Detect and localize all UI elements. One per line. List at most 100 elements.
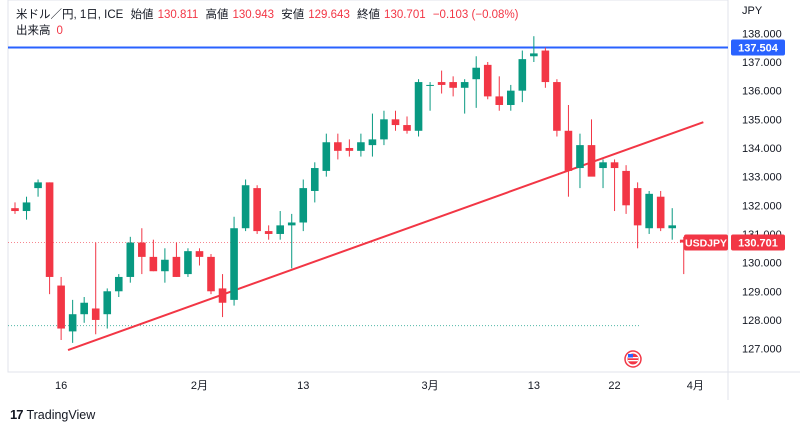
candle-body <box>414 82 423 131</box>
candle-body <box>207 256 215 292</box>
candles <box>11 36 688 343</box>
low-label: 安値 <box>281 9 305 21</box>
candle-body <box>138 242 146 257</box>
candle-body <box>276 225 284 234</box>
candle-body <box>564 130 573 171</box>
close-value: 130.701 <box>384 9 426 21</box>
candle-body <box>472 67 480 80</box>
candle-body <box>22 202 31 212</box>
candle-body <box>322 142 331 171</box>
candle-body <box>126 242 135 277</box>
change-value: −0.103 (−0.08%) <box>432 9 519 21</box>
trendline <box>67 121 704 351</box>
candle-body <box>80 302 88 315</box>
volume-label: 出来高 <box>16 25 51 37</box>
x-tick-label: 3月 <box>422 380 439 392</box>
candle-body <box>287 222 296 226</box>
candle-body <box>518 59 527 91</box>
candle-body <box>34 182 42 189</box>
price-tags: 137.504 USDJPY 130.701 <box>684 39 785 251</box>
candle-body <box>195 251 204 257</box>
candle-body <box>449 82 457 88</box>
price-levels <box>8 46 728 351</box>
tradingview-logo[interactable]: 17 TradingView <box>10 407 95 422</box>
y-tick-label: 132.000 <box>742 200 782 212</box>
flag-icon[interactable] <box>624 350 642 368</box>
candle-body <box>437 82 446 85</box>
y-tick-label: 136.000 <box>742 86 782 98</box>
x-tick-label: 13 <box>297 380 309 392</box>
candle-body <box>68 314 77 332</box>
currency-label: JPY <box>742 5 763 17</box>
candle-body <box>460 82 469 88</box>
candle-body <box>610 162 619 169</box>
candle-body <box>218 288 227 303</box>
high-label: 高値 <box>205 9 229 21</box>
candle-body <box>57 285 65 329</box>
candle-body <box>668 225 677 229</box>
candle-body <box>103 291 112 315</box>
open-label: 始値 <box>130 9 154 21</box>
candle-body <box>426 84 434 86</box>
candle-body <box>679 239 688 243</box>
candle-body <box>310 168 319 191</box>
candle-body <box>587 145 596 177</box>
candle-body <box>241 185 250 229</box>
tradingview-mark-icon: 17 <box>10 407 24 422</box>
candle-body <box>91 308 100 320</box>
candle-body <box>299 188 308 223</box>
x-tick-label: 13 <box>528 380 540 392</box>
candle-body <box>184 251 192 275</box>
candle-body <box>345 147 354 151</box>
horizontal-line-price-label: 137.504 <box>738 43 779 55</box>
candle-body <box>645 193 653 229</box>
x-tick-label: 2月 <box>191 380 208 392</box>
candle-body <box>495 96 504 105</box>
candle-body <box>633 188 642 226</box>
candle-body <box>599 162 607 169</box>
low-value: 129.643 <box>308 9 350 21</box>
x-tick-label: 4月 <box>687 380 704 392</box>
tradingview-wordmark: TradingView <box>26 407 96 422</box>
y-tick-label: 130.000 <box>742 258 782 270</box>
plot-area <box>7 0 729 373</box>
candle-body <box>357 142 365 151</box>
candle-body <box>161 259 169 272</box>
candle-body <box>391 119 400 126</box>
y-tick-label: 128.000 <box>742 315 782 327</box>
y-tick-label: 127.000 <box>742 344 782 356</box>
last-price-label: 130.701 <box>738 238 778 250</box>
open-value: 130.811 <box>157 9 199 21</box>
y-tick-label: 137.000 <box>742 57 782 69</box>
x-axis: 16 2月 13 3月 13 22 4月 <box>55 380 704 392</box>
candle-body <box>368 139 377 146</box>
candle-body <box>264 231 273 234</box>
candle-body <box>622 170 630 206</box>
y-tick-label: 135.000 <box>742 114 782 126</box>
candle-body <box>553 82 561 131</box>
candle-body <box>576 145 584 169</box>
candle-body <box>541 50 550 83</box>
candle-body <box>114 276 123 292</box>
y-tick-label: 133.000 <box>742 172 782 184</box>
high-value: 130.943 <box>232 9 275 21</box>
symbol-label[interactable]: 米ドル／円, 1日, ICE <box>16 9 124 21</box>
horizontal-line-price-tag <box>731 39 785 56</box>
volume-legend: 出来高 0 <box>16 22 63 38</box>
candle-body <box>334 142 342 151</box>
legend-header: 米ドル／円, 1日, ICE 始値 130.811 高値 130.943 安値 129… <box>16 6 523 22</box>
y-axis: 138.000 137.000 136.000 135.000 134.000 133.0… <box>742 28 782 355</box>
candle-body <box>230 228 238 300</box>
symbol-tag <box>684 234 728 251</box>
candle-body <box>530 53 538 57</box>
last-price-tag <box>731 234 785 251</box>
close-label: 終値 <box>357 9 381 21</box>
candle-body <box>45 182 54 277</box>
candle-body <box>403 125 411 131</box>
candle-body <box>656 196 665 229</box>
x-tick-label: 16 <box>55 380 67 392</box>
candle-body <box>380 119 388 140</box>
y-tick-label: 138.000 <box>742 28 782 40</box>
candle-body <box>506 90 515 105</box>
candle-body <box>253 188 261 232</box>
